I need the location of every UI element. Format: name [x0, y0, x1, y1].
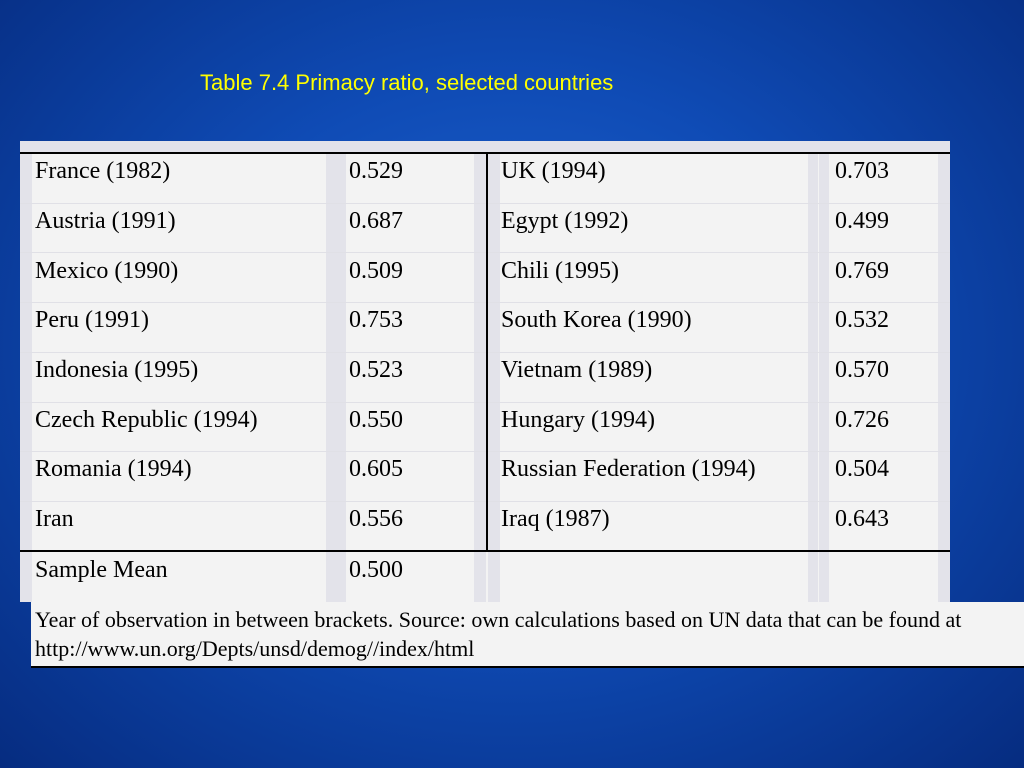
row-divider: [20, 203, 950, 204]
value-cell: 0.703: [835, 158, 889, 184]
country-cell: Hungary (1994): [501, 407, 655, 433]
value-cell: 0.570: [835, 357, 889, 383]
value-cell: 0.605: [349, 456, 403, 482]
country-cell: Indonesia (1995): [35, 357, 199, 383]
table-top-strip: [20, 141, 950, 152]
table-footnote: Year of observation in between brackets.…: [31, 602, 1024, 668]
country-cell: Chili (1995): [501, 258, 619, 284]
country-cell: France (1982): [35, 158, 171, 184]
country-cell: Romania (1994): [35, 456, 192, 482]
value-cell: 0.687: [349, 208, 403, 234]
sample-mean-label: Sample Mean: [35, 557, 168, 583]
value-cell: 0.529: [349, 158, 403, 184]
column-shade: [20, 152, 32, 602]
column-shade: [938, 152, 950, 602]
mean-separator-rule: [20, 550, 950, 552]
column-shade: [326, 152, 346, 602]
column-shade: [488, 152, 500, 602]
row-divider: [20, 252, 950, 253]
country-cell: South Korea (1990): [501, 307, 692, 333]
value-cell: 0.504: [835, 456, 889, 482]
column-group-divider: [486, 152, 488, 552]
country-cell: Czech Republic (1994): [35, 407, 258, 433]
primacy-table: France (1982) 0.529 UK (1994) 0.703 Aust…: [20, 141, 950, 602]
value-cell: 0.769: [835, 258, 889, 284]
country-cell: Iraq (1987): [501, 506, 610, 532]
value-cell: 0.726: [835, 407, 889, 433]
row-divider: [20, 302, 950, 303]
slide-title: Table 7.4 Primacy ratio, selected countr…: [200, 70, 614, 95]
country-cell: Austria (1991): [35, 208, 176, 234]
footnote-text: Year of observation in between brackets.…: [35, 607, 962, 661]
value-cell: 0.499: [835, 208, 889, 234]
row-divider: [20, 352, 950, 353]
value-cell: 0.753: [349, 307, 403, 333]
country-cell: Peru (1991): [35, 307, 149, 333]
value-cell: 0.556: [349, 506, 403, 532]
country-cell: Iran: [35, 506, 74, 532]
column-shade: [474, 152, 486, 602]
country-cell: Russian Federation (1994): [501, 456, 756, 482]
row-divider: [20, 501, 950, 502]
country-cell: Vietnam (1989): [501, 357, 653, 383]
row-divider: [20, 451, 950, 452]
value-cell: 0.523: [349, 357, 403, 383]
value-cell: 0.643: [835, 506, 889, 532]
value-cell: 0.550: [349, 407, 403, 433]
column-shade: [819, 152, 829, 602]
country-cell: UK (1994): [501, 158, 606, 184]
value-cell: 0.532: [835, 307, 889, 333]
country-cell: Mexico (1990): [35, 258, 179, 284]
sample-mean-value: 0.500: [349, 557, 403, 583]
row-divider: [20, 402, 950, 403]
value-cell: 0.509: [349, 258, 403, 284]
country-cell: Egypt (1992): [501, 208, 629, 234]
column-shade: [808, 152, 818, 602]
table-top-rule: [20, 152, 950, 154]
